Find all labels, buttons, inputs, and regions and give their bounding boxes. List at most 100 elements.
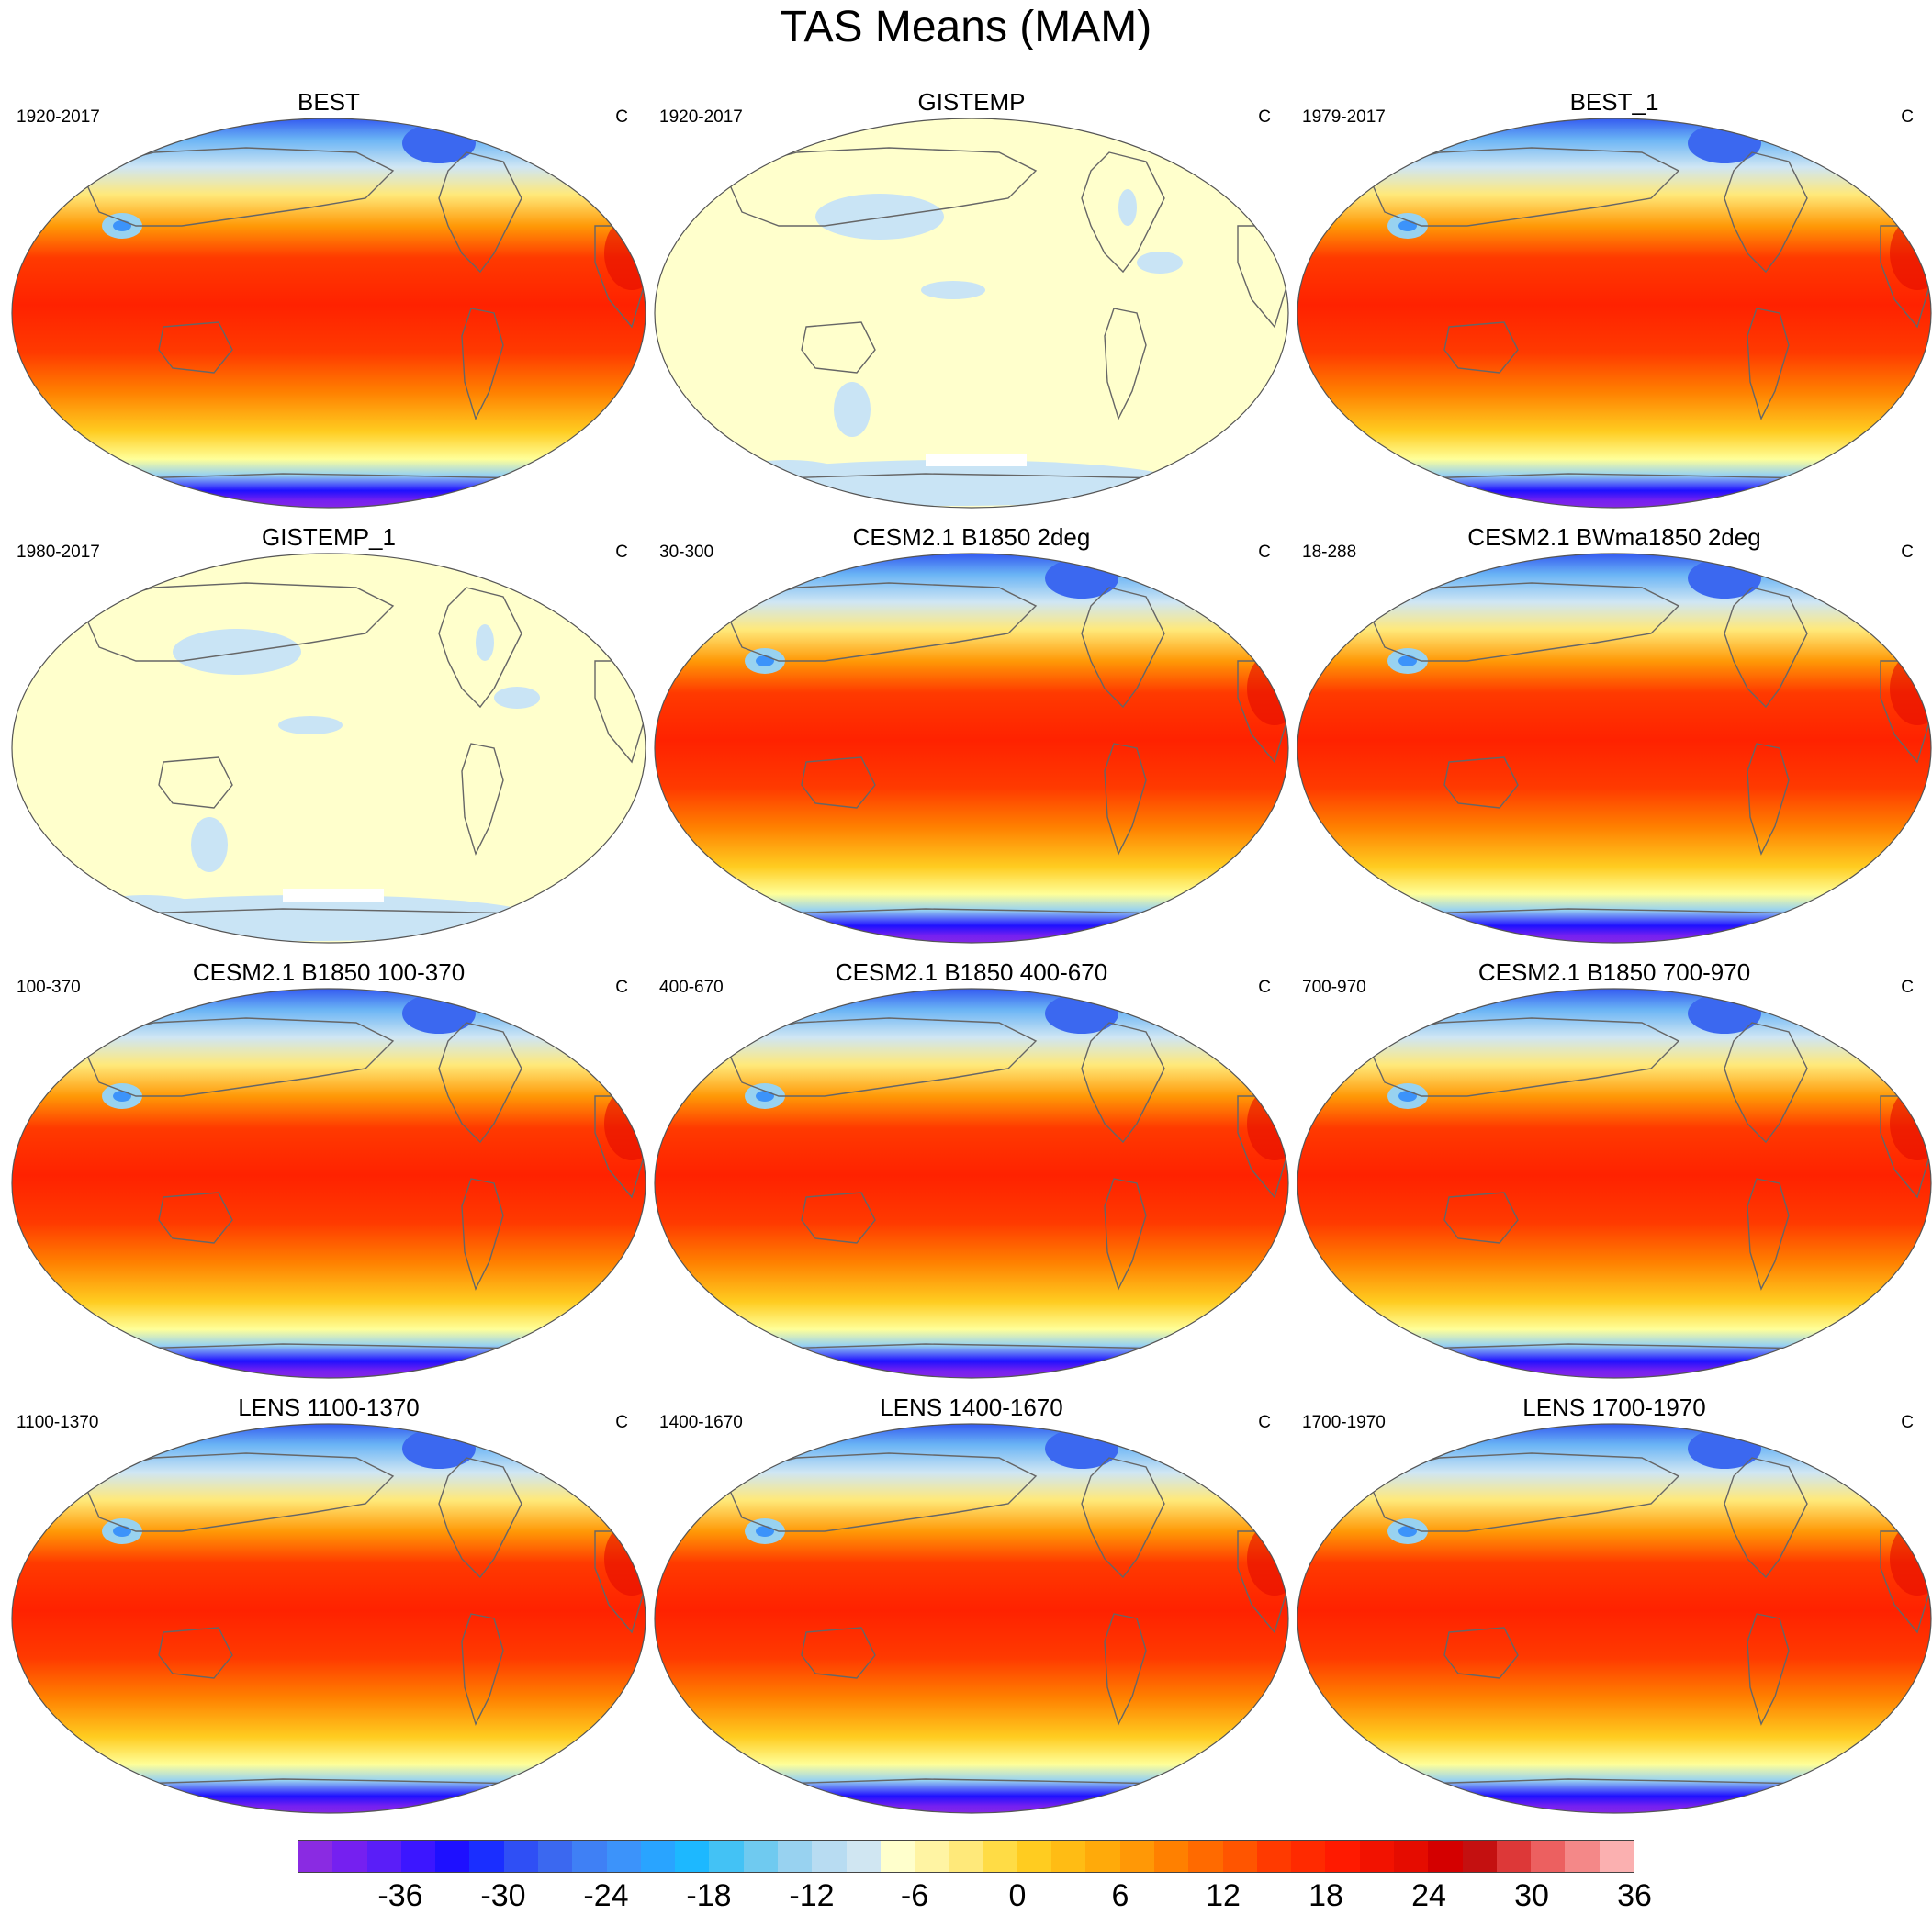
map-panel: CESM2.1 B1850 400-670 400-670 C bbox=[650, 958, 1293, 1392]
world-map bbox=[11, 118, 646, 509]
colorbar-tick-label: 30 bbox=[1514, 1878, 1549, 1913]
anomaly-patch bbox=[724, 460, 852, 497]
panel-unit-label: C bbox=[1258, 107, 1271, 127]
map-border bbox=[11, 553, 646, 944]
coastline bbox=[135, 1778, 522, 1785]
coastline bbox=[1421, 908, 1808, 914]
panel-title: CESM2.1 BWma1850 2deg bbox=[1467, 523, 1761, 551]
coastline bbox=[80, 582, 395, 662]
coastline bbox=[1104, 1178, 1147, 1291]
greenland-cold-spot bbox=[402, 123, 476, 163]
coastline bbox=[1365, 1452, 1680, 1532]
colorbar-box bbox=[1291, 1841, 1326, 1872]
panel-unit-label: C bbox=[1258, 543, 1271, 562]
panel-period-label: 1920-2017 bbox=[659, 107, 743, 127]
panel-title: CESM2.1 B1850 400-670 bbox=[835, 958, 1108, 986]
coastline bbox=[1421, 1343, 1808, 1349]
colorbar bbox=[298, 1840, 1634, 1873]
coastline bbox=[438, 587, 522, 709]
colorbar-box bbox=[1119, 1841, 1155, 1872]
map-border bbox=[11, 1423, 646, 1814]
colorbar-box bbox=[1531, 1841, 1566, 1872]
coastline bbox=[438, 1457, 522, 1579]
anomaly-patch bbox=[278, 716, 343, 734]
panel-title: CESM2.1 B1850 700-970 bbox=[1477, 958, 1751, 986]
temperature-field bbox=[655, 1424, 1288, 1813]
greenland-cold-spot bbox=[1045, 993, 1118, 1034]
map-panel: BEST 1920-2017 C bbox=[7, 88, 650, 521]
colorbar-box bbox=[743, 1841, 778, 1872]
colorbar-box bbox=[880, 1841, 915, 1872]
coastline bbox=[80, 1017, 395, 1097]
coastline bbox=[1081, 151, 1165, 274]
panel-unit-label: C bbox=[615, 543, 628, 562]
world-map bbox=[1297, 118, 1932, 509]
tibet-core bbox=[1398, 220, 1417, 231]
temperature-field bbox=[1297, 118, 1931, 508]
panel-title: CESM2.1 B1850 2deg bbox=[852, 523, 1091, 551]
colorbar-box bbox=[1222, 1841, 1257, 1872]
panel-title: GISTEMP bbox=[917, 88, 1026, 116]
coastline bbox=[1747, 743, 1790, 856]
map-border bbox=[1297, 988, 1932, 1379]
map-border bbox=[654, 988, 1289, 1379]
coastline bbox=[1443, 756, 1519, 809]
panel-unit-label: C bbox=[1901, 1413, 1914, 1432]
colorbar-tick-label: 24 bbox=[1411, 1878, 1446, 1913]
greenland-cold-spot bbox=[1688, 1428, 1761, 1469]
coastline bbox=[1724, 1022, 1808, 1144]
colorbar-tick-label: -36 bbox=[377, 1878, 423, 1913]
greenland-cold-spot bbox=[1688, 558, 1761, 599]
coastline bbox=[1747, 1613, 1790, 1726]
coastline bbox=[723, 147, 1038, 227]
panel-period-label: 1980-2017 bbox=[17, 543, 100, 562]
missing-data-patch bbox=[926, 454, 1027, 466]
coastline bbox=[158, 1627, 233, 1679]
map-border bbox=[1297, 118, 1932, 509]
colorbar-tick-label: 6 bbox=[1111, 1878, 1129, 1913]
colorbar-box bbox=[777, 1841, 813, 1872]
colorbar-box bbox=[675, 1841, 710, 1872]
coastline bbox=[80, 1452, 395, 1532]
colorbar-box bbox=[537, 1841, 573, 1872]
panel-title: LENS 1100-1370 bbox=[238, 1394, 420, 1421]
temperature-field bbox=[655, 989, 1288, 1378]
coastline bbox=[801, 1192, 876, 1244]
panel-unit-label: C bbox=[615, 1413, 628, 1432]
panel-unit-label: C bbox=[1258, 978, 1271, 997]
anomaly-patch bbox=[1137, 252, 1183, 274]
anomaly-patch bbox=[815, 194, 944, 240]
anomaly-patch bbox=[834, 382, 871, 437]
coastline bbox=[723, 582, 1038, 662]
greenland-cold-spot bbox=[1045, 1428, 1118, 1469]
coastline bbox=[438, 151, 522, 274]
coastline bbox=[778, 473, 1165, 479]
colorbar-tick-label: -24 bbox=[583, 1878, 629, 1913]
panel-period-label: 400-670 bbox=[659, 978, 724, 997]
colorbar-tick-label: 12 bbox=[1206, 1878, 1241, 1913]
anomaly-patch bbox=[173, 629, 301, 675]
colorbar-box bbox=[400, 1841, 436, 1872]
map-panel: GISTEMP 1920-2017 C bbox=[650, 88, 1293, 521]
coastline bbox=[801, 756, 876, 809]
map-panel: CESM2.1 B1850 700-970 700-970 C bbox=[1293, 958, 1932, 1392]
map-panel: CESM2.1 B1850 100-370 100-370 C bbox=[7, 958, 650, 1392]
world-map bbox=[11, 1423, 646, 1814]
map-panel: GISTEMP_1 1980-2017 C bbox=[7, 523, 650, 957]
world-map bbox=[1297, 1423, 1932, 1814]
map-border bbox=[654, 118, 1289, 509]
missing-data-patch bbox=[283, 889, 384, 902]
panel-unit-label: C bbox=[615, 107, 628, 127]
coastline bbox=[1104, 308, 1147, 420]
greenland-cold-spot bbox=[1688, 993, 1761, 1034]
coastline bbox=[461, 1613, 504, 1726]
panel-unit-label: C bbox=[1901, 107, 1914, 127]
colorbar-box bbox=[1394, 1841, 1429, 1872]
panel-period-label: 1700-1970 bbox=[1302, 1413, 1386, 1432]
colorbar-box bbox=[1188, 1841, 1223, 1872]
colorbar-box bbox=[949, 1841, 983, 1872]
panel-title: BEST_1 bbox=[1569, 88, 1659, 116]
temperature-field bbox=[12, 118, 646, 508]
colorbar-box bbox=[435, 1841, 470, 1872]
greenland-cold-spot bbox=[1045, 558, 1118, 599]
